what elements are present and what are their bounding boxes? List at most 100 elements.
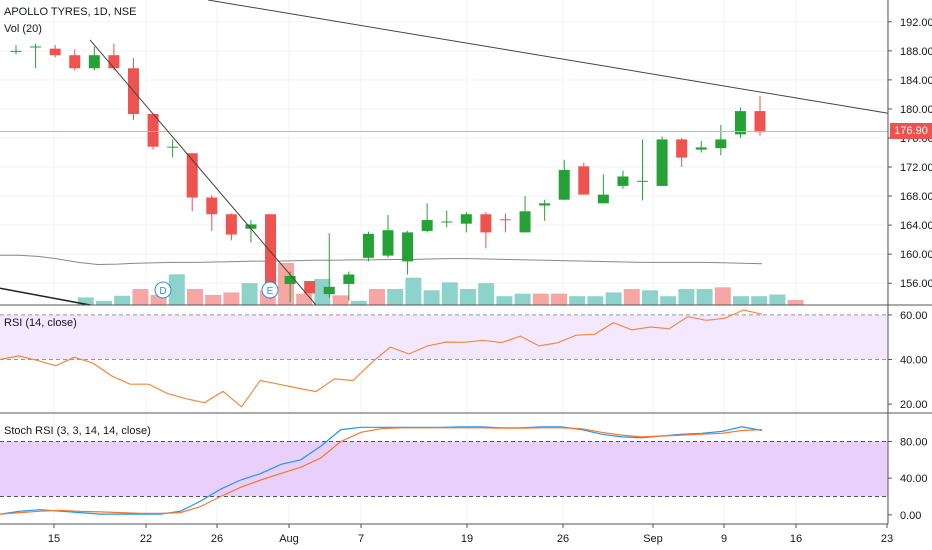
candle-body [108,55,120,69]
volume-bar [642,290,658,305]
candle-body [656,139,668,186]
volume-bar [623,289,640,305]
candle-body [480,214,492,233]
volume-ma [0,254,763,266]
candle-body [460,214,472,224]
stoch-axis-tick-label: 80.00 [900,437,928,449]
volume-bar [460,289,476,305]
rsi-band [0,314,888,360]
candle-body [284,275,296,284]
candle-body [676,139,688,158]
x-axis-tick-label: 15 [48,533,60,545]
stoch-axis-tick-label: 40.00 [900,473,928,485]
rsi-axis-tick-label: 20.00 [900,399,928,411]
price-axis-tick-label: 168.00 [900,191,932,203]
candle-body [343,274,355,284]
volume-bar [769,294,786,305]
volume-bar [660,296,677,305]
volume-legend: Vol (20) [4,23,42,35]
volume-bar [551,293,567,305]
rsi-axis-tick-label: 40.00 [900,355,928,367]
grid [0,0,888,524]
x-axis-tick-label: 23 [881,533,893,545]
candle-body [754,111,766,133]
volume-bar [423,290,440,305]
stoch-lines [0,426,763,515]
volume-bar [205,294,222,305]
candle-body [441,221,453,223]
volume-bar [514,293,531,305]
x-axis-tick-label: Sep [643,533,663,545]
last-price-label: 176.90 [890,123,932,140]
resistance-trend-line [207,0,889,114]
rsi-axis-tick-label: 60.00 [900,310,928,322]
volume-bar [751,296,768,305]
candle-body [715,139,727,149]
candle-body [30,46,42,48]
candle-body [362,233,374,258]
symbol-legend: APOLLO TYRES, 1D, NSE [4,6,137,18]
candle-body [519,211,531,233]
volume-ma-line [0,254,763,266]
volume-marker: D [154,281,172,299]
candle-body [421,220,433,231]
x-axis-tick-label: 7 [358,533,364,545]
support-trend-line [0,287,91,306]
candle-body [382,230,394,256]
price-axis-tick-label: 172.00 [900,162,932,174]
volume-bar [387,289,404,305]
stoch-legend: Stoch RSI (3, 3, 14, 14, close) [4,425,151,437]
volume-bar [168,274,185,305]
price-axis-tick-label: 164.00 [900,220,932,232]
volume-marker: E [261,281,279,299]
stoch-d-line [0,427,763,515]
volume-marker-label: D [159,286,166,297]
volume-marker-circle [261,281,279,299]
volume-bars [77,263,804,305]
candle-body [597,194,609,204]
rsi-band-fill [0,314,888,360]
volume-bar [696,289,713,305]
volume-bar [733,296,749,305]
volume-bar [787,299,804,305]
candle-body [734,111,746,135]
volume-bar [150,294,167,305]
volume-bar [405,277,422,305]
candle-body [499,219,511,221]
candle-body [539,203,551,206]
price-axis-tick-label: 188.00 [900,46,932,58]
candles [0,43,888,303]
candle-body [225,214,237,235]
rsi-line [0,309,763,408]
stoch-axis-tick-label: 0.00 [900,510,921,522]
rsi-series-line [0,309,763,408]
volume-bar [132,289,149,305]
volume-bar [187,289,203,305]
candle-body [206,197,218,215]
volume-bar [714,287,731,305]
candle-body [304,281,316,294]
candle-body [88,55,100,69]
volume-bar [77,297,94,305]
rsi-legend: RSI (14, close) [4,317,77,329]
candle-body [10,50,22,52]
volume-bar [332,295,349,305]
volume-bar [241,283,258,305]
stoch-k-line [0,426,763,515]
volume-bar [314,278,331,305]
candle-body [167,146,179,148]
x-axis-tick-label: 26 [557,533,569,545]
trend-lines [0,0,889,306]
volume-bar [350,300,367,305]
stoch-band [0,441,888,497]
price-axis-tick-label: 192.00 [900,17,932,29]
x-axis-tick-label: 19 [461,533,473,545]
volume-bar [678,289,695,305]
candle-body [265,214,277,295]
x-axis-tick-label: 16 [790,533,802,545]
volume-bar [296,293,313,305]
stoch-band-fill [0,441,888,497]
candle-body [49,48,61,56]
